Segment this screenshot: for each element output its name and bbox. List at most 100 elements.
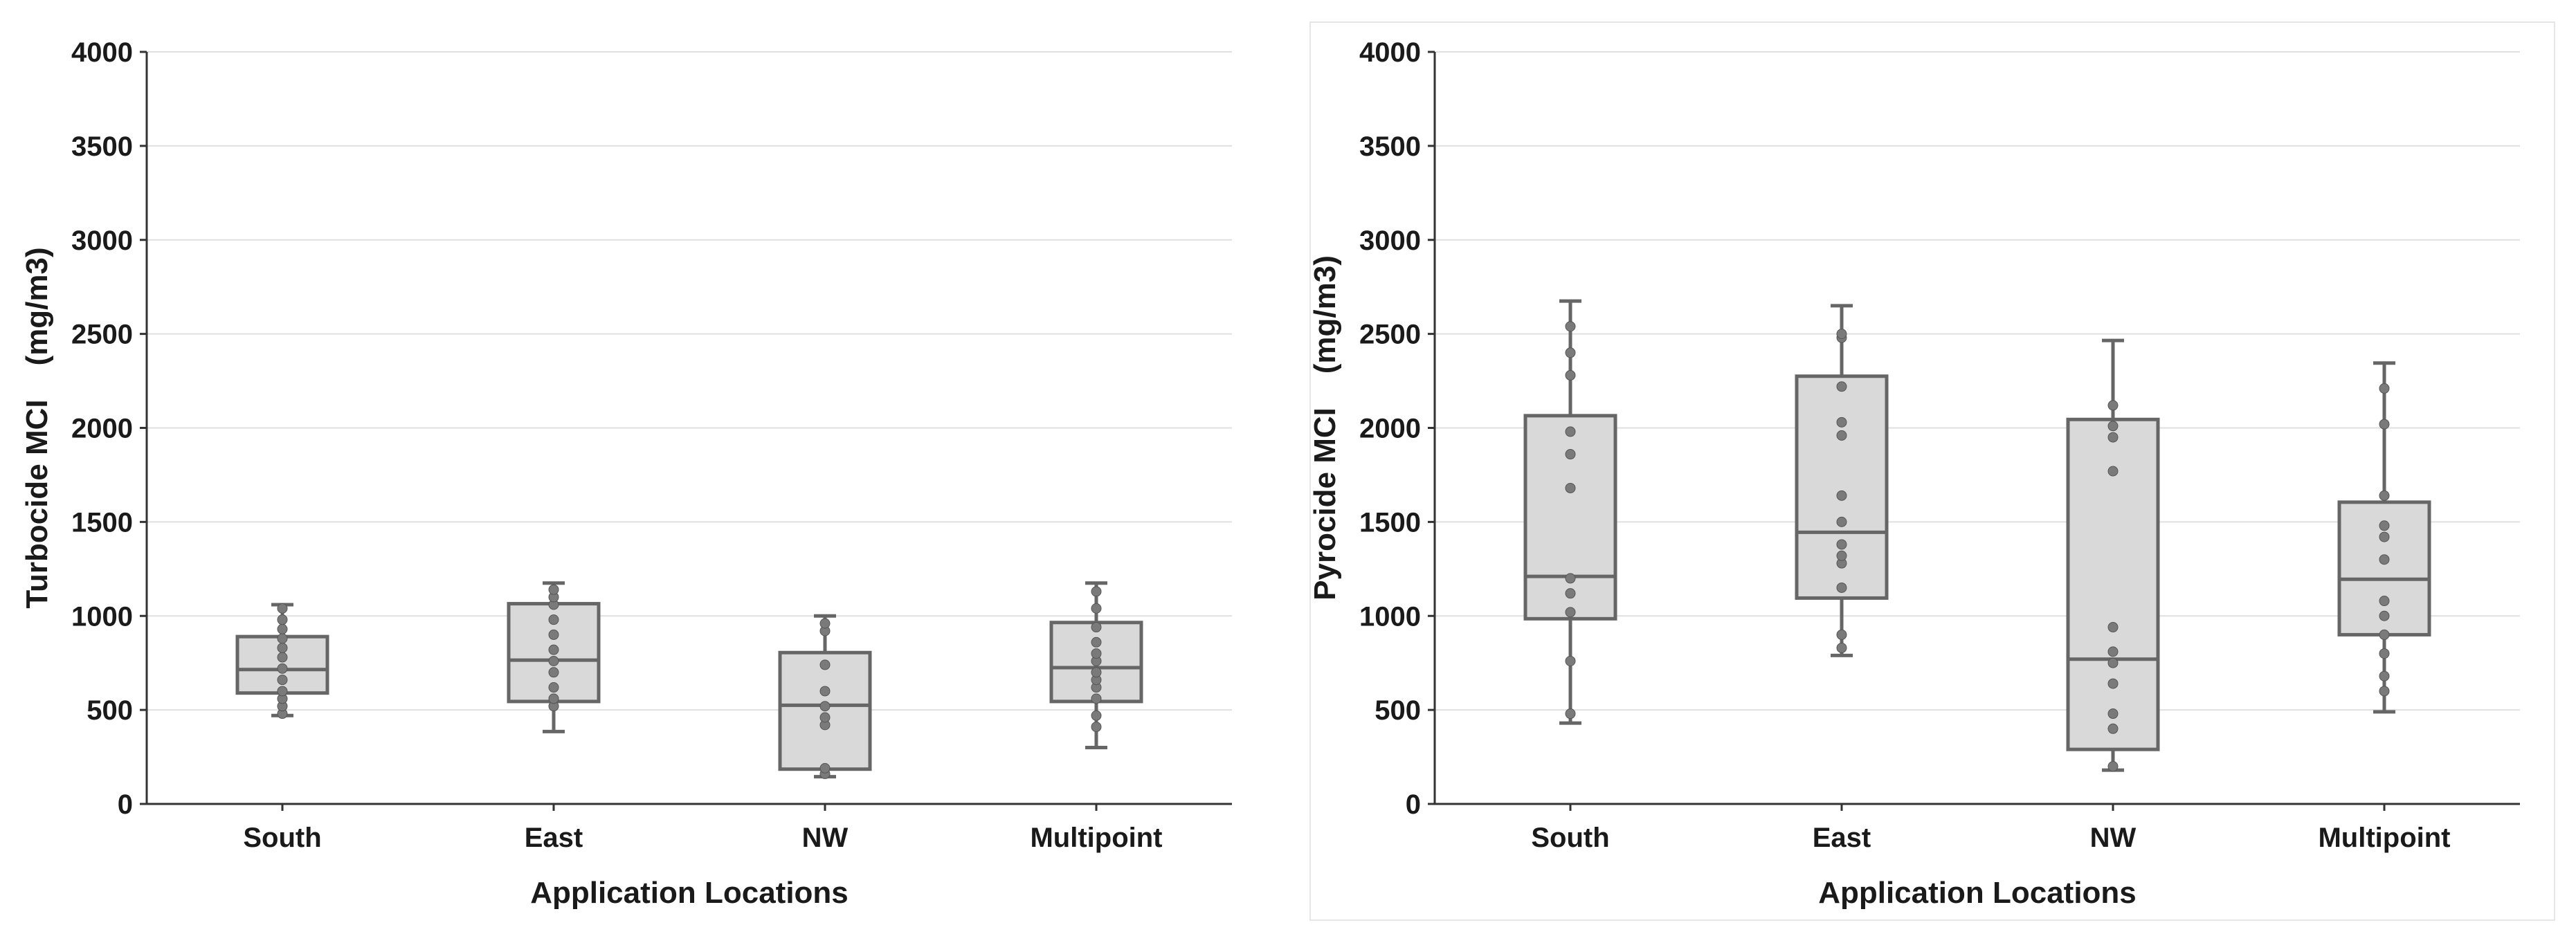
turbocide-multipoint-point	[1091, 693, 1102, 704]
turbocide-south-point	[277, 675, 288, 686]
pyrocide-south-point	[1565, 449, 1576, 460]
turbocide-xtick-label: East	[525, 823, 583, 853]
pyrocide-multipoint-point	[2379, 670, 2390, 681]
pyrocide-multipoint-point	[2379, 686, 2390, 697]
turbocide-south-point	[277, 603, 288, 614]
turbocide-east-point	[548, 682, 559, 693]
turbocide-ytick-label: 3000	[71, 226, 133, 256]
turbocide-ytick-label: 500	[87, 695, 133, 726]
pyrocide-boxplot: 0 500 1000 1500 2000 2500 3000 3500 4000 South Eas…	[1308, 37, 2520, 910]
pyrocide-nw-point	[2107, 723, 2119, 734]
pyrocide-south-point	[1565, 573, 1576, 584]
pyrocide-multipoint-point	[2379, 419, 2390, 430]
pyrocide-ytick-label: 2500	[1359, 320, 1421, 350]
turbocide-chart-panel: 0 500 1000 1500 2000 2500 3000 3500 4000 South Eas…	[20, 37, 1232, 910]
pyrocide-multipoint-point	[2379, 520, 2390, 531]
pyrocide-ytick-label: 3000	[1359, 226, 1421, 256]
pyrocide-nw-point	[2107, 708, 2119, 720]
turbocide-east-point	[548, 629, 559, 640]
turbocide-south-point	[277, 652, 288, 663]
turbocide-south-point	[277, 686, 288, 697]
turbocide-ytick-label: 0	[118, 789, 133, 820]
turbocide-east-point	[548, 693, 559, 704]
pyrocide-east-point	[1836, 642, 1847, 653]
pyrocide-east-point	[1836, 582, 1847, 593]
pyrocide-multipoint-point	[2379, 554, 2390, 565]
pyrocide-south-point	[1565, 588, 1576, 599]
pyrocide-east-point	[1836, 516, 1847, 527]
turbocide-south-point	[277, 633, 288, 644]
pyrocide-xtick-label: Multipoint	[2318, 823, 2450, 853]
turbocide-ytick-label: 2500	[71, 320, 133, 350]
pyrocide-south-point	[1565, 655, 1576, 666]
turbocide-nw-point	[819, 659, 831, 670]
turbocide-ytick-label: 1000	[71, 601, 133, 632]
pyrocide-multipoint-point	[2379, 383, 2390, 394]
pyrocide-xtick-label: NW	[2090, 823, 2137, 853]
pyrocide-nw-point	[2107, 678, 2119, 689]
pyrocide-east-point	[1836, 539, 1847, 550]
turbocide-boxplot: 0 500 1000 1500 2000 2500 3000 3500 4000 South Eas…	[20, 37, 1232, 910]
turbocide-nw-point	[819, 762, 831, 773]
pyrocide-east-point	[1836, 416, 1847, 428]
turbocide-y-axis-title: Turbocide MCI (mg/m3)	[20, 247, 54, 608]
pyrocide-south-point	[1565, 369, 1576, 381]
pyrocide-south-point	[1565, 607, 1576, 618]
turbocide-x-axis-title: Application Locations	[530, 876, 849, 910]
pyrocide-ytick-label: 3500	[1359, 131, 1421, 162]
turbocide-multipoint-point	[1091, 586, 1102, 597]
pyrocide-multipoint-point	[2379, 531, 2390, 542]
turbocide-south-point	[277, 663, 288, 674]
turbocide-east-point	[548, 655, 559, 666]
pyrocide-south-point	[1565, 347, 1576, 358]
turbocide-nw-point	[819, 686, 831, 697]
turbocide-south-point	[277, 623, 288, 634]
pyrocide-x-axis-title: Application Locations	[1818, 876, 2137, 910]
turbocide-ytick-label: 2000	[71, 414, 133, 444]
pyrocide-nw-point	[2107, 646, 2119, 657]
pyrocide-nw-point	[2107, 432, 2119, 443]
pyrocide-multipoint-point	[2379, 596, 2390, 607]
pyrocide-xtick-label: South	[1531, 823, 1609, 853]
turbocide-nw-point	[819, 618, 831, 629]
turbocide-east-point	[548, 584, 559, 595]
turbocide-nw-point	[819, 712, 831, 723]
turbocide-east-point	[548, 667, 559, 678]
turbocide-south-point	[277, 614, 288, 625]
turbocide-ytick-label: 3500	[71, 131, 133, 162]
turbocide-multipoint-point	[1091, 637, 1102, 648]
pyrocide-ytick-label: 2000	[1359, 414, 1421, 444]
pyrocide-ytick-label: 0	[1406, 789, 1421, 820]
pyrocide-south-point	[1565, 482, 1576, 493]
turbocide-xtick-label: NW	[802, 823, 849, 853]
turbocide-east-point	[548, 614, 559, 625]
pyrocide-nw-point	[2107, 421, 2119, 432]
turbocide-multipoint-point	[1091, 667, 1102, 678]
pyrocide-xtick-label: East	[1813, 823, 1871, 853]
pyrocide-east-point	[1836, 430, 1847, 441]
pyrocide-nw-point	[2107, 466, 2119, 477]
pyrocide-multipoint-point	[2379, 648, 2390, 659]
pyrocide-nw-point	[2107, 761, 2119, 772]
turbocide-ytick-label: 4000	[71, 37, 133, 68]
chart-frame	[1309, 21, 2555, 921]
pyrocide-east-point	[1836, 329, 1847, 340]
turbocide-multipoint-point	[1091, 710, 1102, 721]
turbocide-east-point	[548, 644, 559, 655]
pyrocide-nw-point	[2107, 622, 2119, 633]
pyrocide-east-point	[1836, 629, 1847, 640]
pyrocide-south-point	[1565, 708, 1576, 720]
pyrocide-multipoint-point	[2379, 610, 2390, 621]
pyrocide-ytick-label: 1500	[1359, 507, 1421, 538]
turbocide-xtick-label: South	[243, 823, 321, 853]
turbocide-multipoint-point	[1091, 603, 1102, 614]
pyrocide-ytick-label: 4000	[1359, 37, 1421, 68]
turbocide-south-point	[277, 642, 288, 653]
turbocide-ytick-label: 1500	[71, 507, 133, 538]
turbocide-multipoint-point	[1091, 622, 1102, 633]
pyrocide-ytick-label: 500	[1375, 695, 1421, 726]
turbocide-xtick-label: Multipoint	[1030, 823, 1162, 853]
pyrocide-y-axis-title: Pyrocide MCI (mg/m3)	[1308, 255, 1342, 601]
turbocide-multipoint-point	[1091, 722, 1102, 733]
pyrocide-nw-point	[2107, 400, 2119, 411]
